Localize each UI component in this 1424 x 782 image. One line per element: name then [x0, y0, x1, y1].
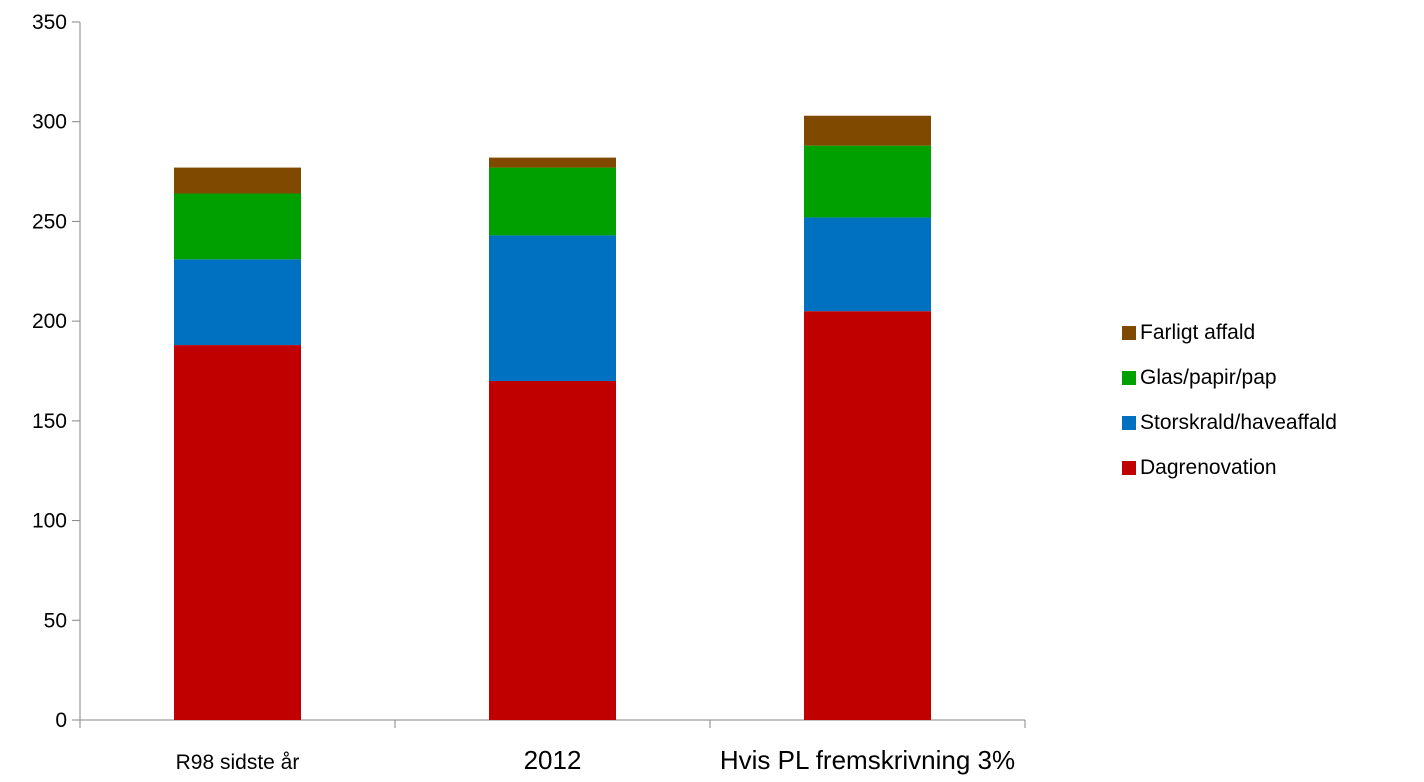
legend-swatch: [1122, 370, 1136, 385]
legend-label: Farligt affald: [1140, 320, 1256, 344]
bar-segment: [489, 235, 616, 381]
bar-segment: [489, 167, 616, 236]
y-tick-label: 0: [55, 709, 67, 732]
legend: Farligt affald Glas/papir/pap Storskrald/h…: [1122, 321, 1337, 501]
y-tick-label: 200: [32, 310, 67, 333]
y-tick-label: 50: [44, 609, 67, 632]
y-tick-label: 250: [32, 210, 67, 233]
y-tick-label: 150: [32, 410, 67, 433]
y-tick-label: 100: [32, 510, 67, 533]
x-tick-label: R98 sidste år: [176, 751, 300, 774]
y-tick-label: 300: [32, 111, 67, 134]
bar-segment: [804, 311, 931, 720]
legend-swatch: [1122, 460, 1136, 475]
legend-item: Storskrald/haveaffald: [1122, 411, 1337, 434]
legend-swatch: [1122, 325, 1136, 340]
bars: [174, 115, 931, 720]
legend-label: Dagrenovation: [1140, 455, 1277, 479]
legend-item: Glas/papir/pap: [1122, 366, 1337, 389]
bar-segment: [804, 115, 931, 146]
bar-segment: [804, 145, 931, 218]
legend-label: Glas/papir/pap: [1140, 365, 1277, 389]
bar-segment: [489, 380, 616, 720]
x-tick-label: 2012: [524, 745, 582, 775]
bar-segment: [174, 167, 301, 194]
bar-segment: [174, 259, 301, 346]
bar-segment: [489, 157, 616, 168]
y-axis: 0 50 100 150 200 250 300 350: [32, 11, 81, 732]
bar-segment: [174, 345, 301, 720]
legend-item: Dagrenovation: [1122, 456, 1337, 479]
legend-item: Farligt affald: [1122, 321, 1337, 344]
x-axis: R98 sidste år 2012 Hvis PL fremskrivning 3…: [79, 719, 1026, 775]
y-tick-label: 350: [32, 11, 67, 34]
legend-label: Storskrald/haveaffald: [1140, 410, 1337, 434]
bar-segment: [174, 193, 301, 260]
bar-segment: [804, 217, 931, 312]
legend-swatch: [1122, 415, 1136, 430]
x-tick-label: Hvis PL fremskrivning 3%: [720, 745, 1015, 775]
